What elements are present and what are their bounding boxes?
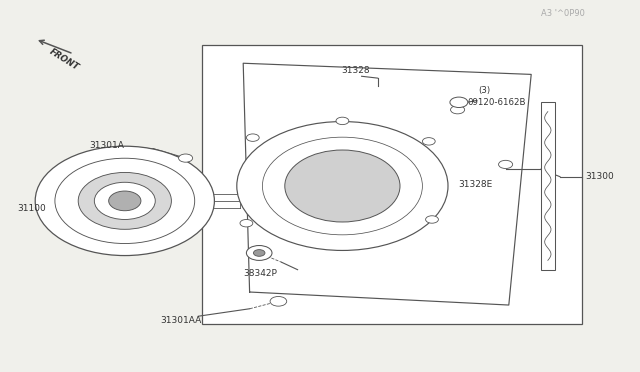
Ellipse shape (78, 173, 172, 229)
Circle shape (179, 154, 193, 162)
Text: 31328: 31328 (341, 66, 369, 75)
Circle shape (426, 216, 438, 223)
Circle shape (253, 250, 265, 256)
Ellipse shape (262, 137, 422, 235)
Circle shape (422, 138, 435, 145)
Circle shape (270, 296, 287, 306)
Text: A3 '^0P90: A3 '^0P90 (541, 9, 585, 17)
Text: 31300: 31300 (586, 172, 614, 181)
Circle shape (246, 134, 259, 141)
Text: 31301A: 31301A (90, 141, 124, 150)
Ellipse shape (237, 122, 448, 250)
Circle shape (450, 97, 468, 108)
Text: 31301AA: 31301AA (160, 316, 201, 325)
Ellipse shape (109, 191, 141, 211)
Circle shape (246, 246, 272, 260)
Circle shape (451, 106, 465, 114)
Text: 31100: 31100 (17, 204, 46, 213)
Circle shape (336, 117, 349, 125)
Text: FRONT: FRONT (47, 47, 81, 72)
Ellipse shape (285, 150, 400, 222)
Bar (202, 45, 582, 324)
Text: 38342P: 38342P (243, 269, 277, 278)
Ellipse shape (94, 182, 156, 219)
Ellipse shape (55, 158, 195, 244)
Ellipse shape (35, 146, 214, 256)
Text: 31328E: 31328E (458, 180, 493, 189)
Circle shape (499, 160, 513, 169)
Text: 09120-6162B: 09120-6162B (467, 98, 525, 107)
Text: B: B (456, 99, 461, 105)
Bar (541, 102, 555, 270)
Circle shape (240, 219, 253, 227)
Text: (3): (3) (479, 86, 491, 94)
